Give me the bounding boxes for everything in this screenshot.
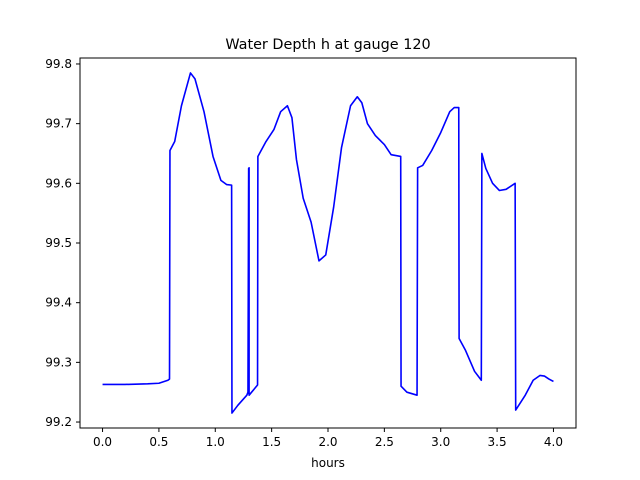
series-line-0 xyxy=(102,72,554,414)
y-tick-label: 99.5 xyxy=(45,236,72,250)
y-tick-label: 99.3 xyxy=(45,355,72,369)
y-tick-label: 99.7 xyxy=(45,117,72,131)
x-tick-label: 0.5 xyxy=(149,435,168,449)
y-tick-label: 99.6 xyxy=(45,176,72,190)
x-axis-ticks: 0.0 0.5 1.0 1.5 2.0 2.5 3.0 3.5 4.0 xyxy=(93,428,563,449)
x-tick-label: 1.5 xyxy=(262,435,281,449)
x-tick-label: 2.0 xyxy=(318,435,337,449)
x-tick-label: 3.0 xyxy=(431,435,450,449)
x-tick-label: 0.0 xyxy=(93,435,112,449)
series-layer xyxy=(102,72,554,414)
x-axis-label: hours xyxy=(311,456,345,470)
x-tick-label: 1.0 xyxy=(206,435,225,449)
y-tick-label: 99.4 xyxy=(45,296,72,310)
x-tick-label: 3.5 xyxy=(488,435,507,449)
x-tick-label: 2.5 xyxy=(375,435,394,449)
y-tick-label: 99.2 xyxy=(45,415,72,429)
y-tick-label: 99.8 xyxy=(45,57,72,71)
x-tick-label: 4.0 xyxy=(544,435,563,449)
chart-title: Water Depth h at gauge 120 xyxy=(225,37,430,53)
y-axis-ticks: 99.2 99.3 99.4 99.5 99.6 99.7 99.8 xyxy=(45,57,80,429)
